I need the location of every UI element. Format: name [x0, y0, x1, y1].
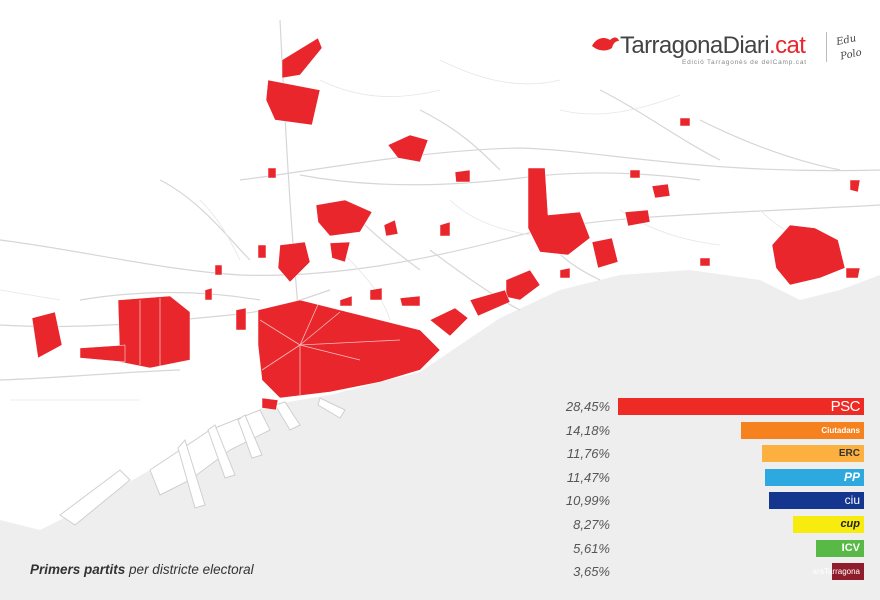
sea [0, 270, 880, 600]
brand-logo: TarragonaDiari.cat Edició Tarragonès de … [590, 28, 880, 78]
result-bar: ciu [768, 492, 864, 510]
result-value: 28,45% [565, 399, 610, 414]
result-bar: PSC [618, 398, 864, 415]
result-row-psc: 28,45% PSC [520, 398, 880, 415]
result-value: 3,65% [573, 564, 610, 580]
party-logo-label: araTarragona [812, 567, 860, 577]
result-row-ciutadans: 14,18% Ciutadans [520, 421, 880, 439]
result-row-cup: 8,27% cup [520, 516, 880, 533]
result-bar: araTarragona [812, 563, 864, 581]
party-logo-label: cup [840, 518, 860, 530]
center-streets [139, 298, 401, 395]
brand-tagline: Edició Tarragonès de delCamp.cat [682, 59, 807, 66]
port [59, 397, 346, 526]
result-bar: cup [792, 516, 864, 533]
result-value: 11,76% [566, 446, 610, 462]
svg-text:Edu: Edu [834, 33, 857, 48]
result-row-icv: 5,61% ICV [520, 539, 880, 557]
result-row-ciu: 10,99% ciu [520, 492, 880, 510]
party-logo-label: PP [843, 469, 860, 484]
map-caption: Primers partits per districte electoral [30, 562, 254, 577]
result-bar: PP [764, 468, 864, 486]
result-row-erc: 11,76% ERC [520, 445, 880, 463]
result-value: 5,61% [573, 540, 610, 556]
roads [0, 19, 880, 381]
signature-edu-polo: Edu Polo [834, 33, 862, 63]
result-bar: ICV [815, 539, 864, 557]
party-logo-label: ciu [844, 493, 860, 508]
result-bar: ERC [762, 445, 864, 463]
svg-text:Polo: Polo [838, 47, 862, 62]
party-logo-label: Ciutadans [821, 425, 860, 435]
result-row-pp: 11,47% PP [520, 468, 880, 486]
result-bar: Ciutadans [741, 421, 864, 439]
brand-divider [826, 32, 827, 62]
result-value: 11,47% [566, 469, 610, 485]
results-bar-chart: 28,45% PSC 14,18% Ciutadans 11,76% ERC 11,47% P… [520, 398, 880, 588]
bird-logo-icon [592, 37, 619, 51]
party-logo-label: ERC [838, 448, 860, 460]
party-logo-label: PSC [830, 398, 861, 415]
result-row-aratarragona: 3,65% araTarragona [520, 563, 880, 581]
brand-name: TarragonaDiari.cat [620, 32, 806, 59]
result-value: 14,18% [565, 422, 610, 438]
party-logo-label: ICV [841, 541, 860, 554]
electoral-districts [31, 37, 861, 411]
result-value: 8,27% [573, 517, 610, 532]
result-value: 10,99% [565, 493, 610, 509]
